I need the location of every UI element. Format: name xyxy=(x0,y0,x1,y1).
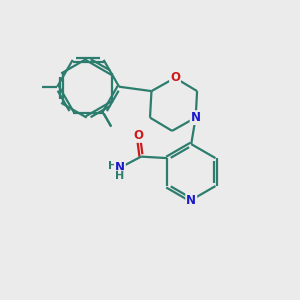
Text: H: H xyxy=(108,161,117,171)
Text: H: H xyxy=(115,171,124,181)
Text: O: O xyxy=(170,71,180,84)
Text: N: N xyxy=(190,111,201,124)
Text: O: O xyxy=(134,129,144,142)
Text: N: N xyxy=(115,161,125,174)
Text: N: N xyxy=(186,194,196,207)
